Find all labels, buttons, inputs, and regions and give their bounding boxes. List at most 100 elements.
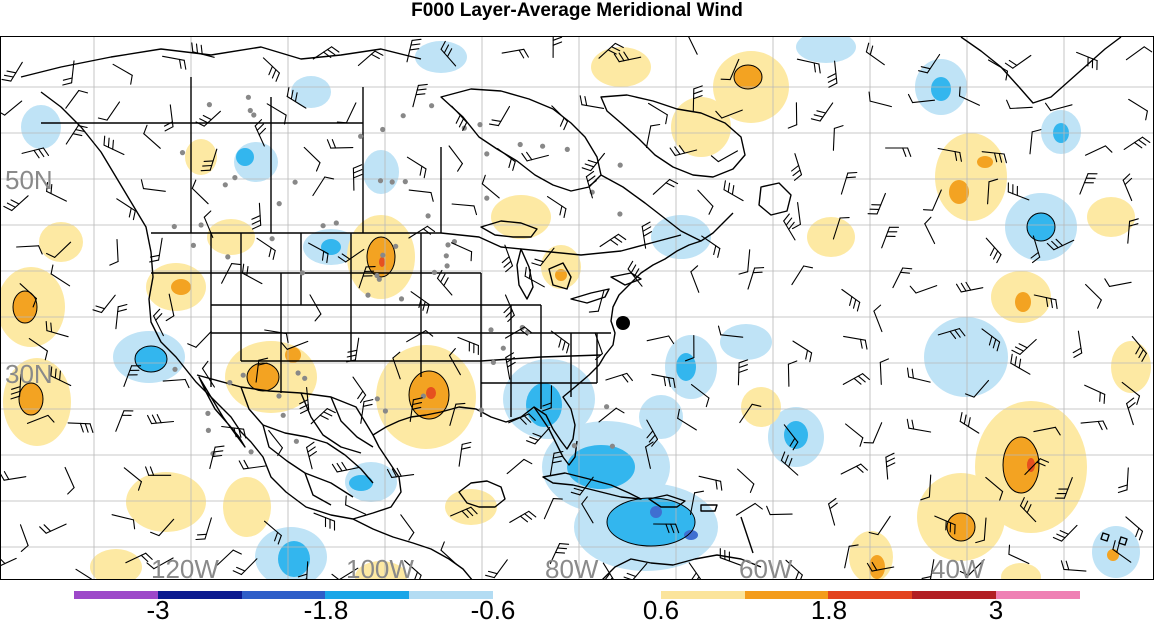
wind-barb [411,292,429,313]
wind-barb [600,234,626,246]
wind-barb [2,62,22,81]
wind-barb [1,101,22,115]
wind-barb [22,148,48,158]
station-dot [225,254,230,259]
wind-barb [347,338,359,362]
wind-barb [1124,137,1150,149]
station-dot [206,428,211,433]
wind-barb [1127,398,1136,425]
colorbar-tick-label: 0.6 [643,597,679,623]
station-dot [565,147,570,152]
wind-barb [452,204,476,215]
station-dot [365,293,370,298]
wind-barb [843,374,869,385]
station-dot [191,243,196,248]
wind-barb [17,246,43,254]
wind-barb [828,61,837,87]
wind-barb [358,51,383,65]
wind-barb [486,560,508,578]
station-dot [445,242,450,247]
station-dot [294,439,299,444]
wind-barb [699,476,722,490]
wind-barb [688,37,698,54]
wind-barb [784,214,795,240]
station-dot [488,327,493,332]
station-dot [380,253,385,258]
wind-barb [141,180,165,192]
wind-barb [846,424,863,446]
station-dot [518,142,523,147]
wind-barb [144,125,161,148]
wind-barb [1009,545,1029,563]
wind-barb [1005,56,1030,69]
wind-barb [66,91,88,109]
wind-barb [1081,421,1107,430]
station-dot [172,367,177,372]
wind-barb [544,499,562,519]
wind-barb [866,43,884,64]
wind-barb [165,105,174,131]
wind-barb [586,171,596,198]
wind-barb [113,64,132,84]
wind-barb [869,92,891,107]
wind-barb [267,104,286,124]
station-dot [281,413,286,418]
wind-barb [407,157,426,178]
station-dot [479,408,484,413]
wind-barb [653,180,677,195]
station-dot [251,112,256,117]
wind-barb [1,557,16,567]
wind-barb [438,270,452,295]
wind-barb [606,373,633,382]
wind-barb [452,243,472,261]
lon-label-100w: 100W [346,554,414,580]
wind-barb [409,190,433,201]
wind-barb [307,442,317,469]
wind-barb [1011,354,1030,374]
wind-barb [1126,47,1151,60]
station-dot [241,373,246,378]
colorbar-tick-label: 1.8 [811,597,847,623]
wind-barb [649,103,668,123]
wind-barb [93,295,115,312]
station-dot [321,223,326,228]
station-dot [399,296,404,301]
wind-barb [864,423,882,443]
wind-barb [498,149,516,171]
station-dot [604,404,609,409]
wind-barb [502,245,512,272]
wind-barb [1086,146,1112,155]
station-dot [501,346,506,351]
wind-barb [304,147,320,171]
wind-barb [163,56,186,69]
station-dot [248,108,253,113]
wind-barb [698,190,713,214]
wind-barb [788,361,796,386]
wind-barb [1046,103,1073,110]
station-dot [277,201,282,206]
wind-barb [4,196,28,211]
station-dot [380,127,385,132]
wind-barb [507,459,532,473]
wind-barb [21,525,29,552]
wind-barb [1077,52,1098,69]
station-dot [390,179,395,184]
wind-barb [1080,174,1097,194]
wind-barb [441,542,457,565]
wind-barb [413,84,427,106]
wind-barb [361,400,373,424]
station-dot [293,180,298,185]
colorbar [74,591,1080,599]
wind-barb [882,227,899,248]
wind-barb [551,331,569,353]
station-dot [223,182,228,187]
wind-barb [163,380,189,388]
wind-barb [40,524,66,533]
wind-barb [910,286,937,293]
wind-barb [449,146,462,171]
wind-barb [104,136,124,154]
wind-barb [793,341,812,362]
map-panel: 50N 30N 120W 100W 80W 60W 40W [0,36,1154,580]
station-dot [401,113,406,118]
station-dot [172,224,177,229]
